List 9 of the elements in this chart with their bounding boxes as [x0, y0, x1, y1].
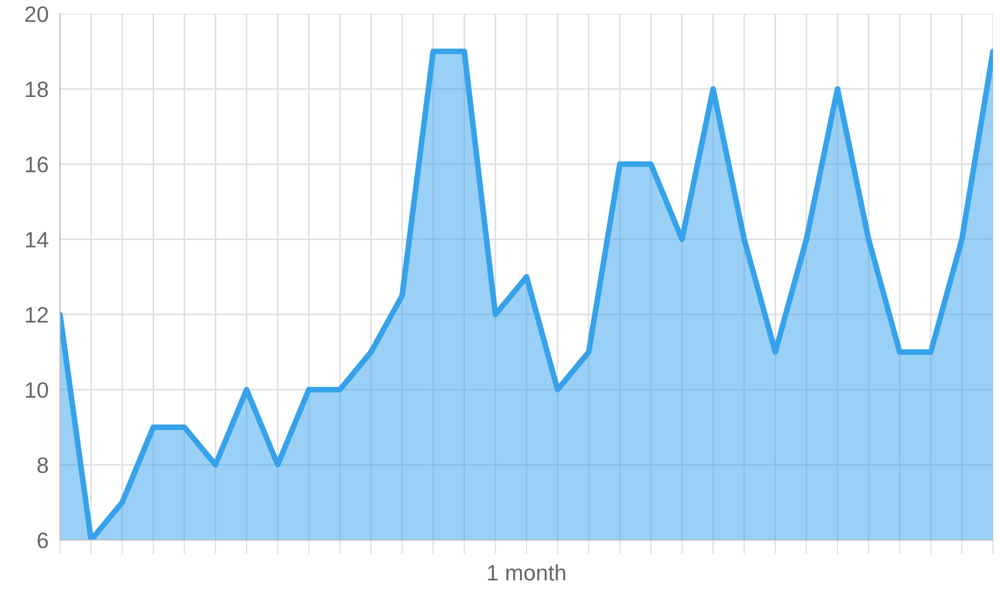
- y-tick-label: 6: [38, 532, 48, 548]
- y-tick-label: 18: [26, 82, 48, 98]
- y-tick-label: 16: [26, 156, 48, 172]
- y-tick-label: 14: [26, 232, 48, 248]
- y-tick-label: 10: [26, 382, 48, 398]
- y-tick-label: 8: [37, 457, 48, 474]
- x-axis-title: 1 month: [488, 564, 566, 581]
- y-tick-label: 12: [26, 307, 48, 323]
- y-tick-label: 20: [25, 6, 48, 22]
